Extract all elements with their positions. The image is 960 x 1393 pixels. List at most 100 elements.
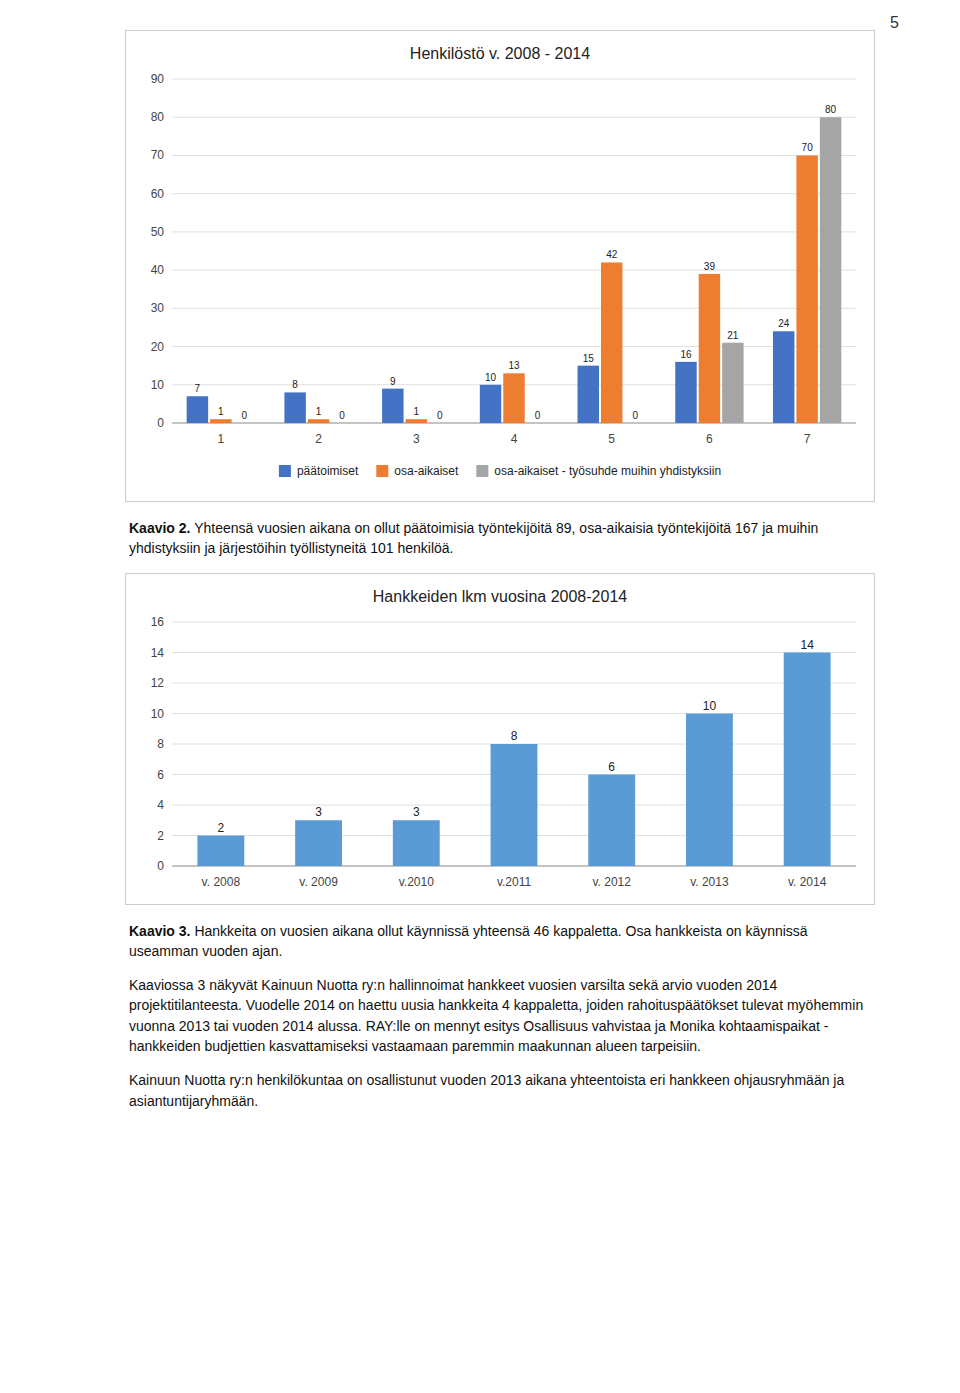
x-tick-label: v. 2009 <box>299 875 338 889</box>
x-tick-label: 3 <box>413 432 420 446</box>
data-label: 21 <box>727 330 739 341</box>
legend-swatch <box>279 465 291 477</box>
data-label: 24 <box>778 318 790 329</box>
chart: Henkilöstö v. 2008 - 2014010203040506070… <box>126 31 874 501</box>
x-tick-label: v.2010 <box>399 875 434 889</box>
data-label: 8 <box>511 729 518 743</box>
x-tick-label: 5 <box>608 432 615 446</box>
grid-line <box>172 231 856 232</box>
data-label: 0 <box>437 410 443 421</box>
data-label: 80 <box>825 104 837 115</box>
bar <box>624 423 645 424</box>
y-tick-label: 10 <box>151 706 165 720</box>
y-tick-label: 12 <box>151 676 165 690</box>
data-labels: 233861014 <box>218 637 815 834</box>
bar <box>187 396 208 423</box>
bar <box>578 366 599 423</box>
y-tick-label: 10 <box>151 378 165 392</box>
data-label: 1 <box>218 406 224 417</box>
bars <box>197 652 830 866</box>
chart-title: Henkilöstö v. 2008 - 2014 <box>410 45 590 62</box>
paragraph: Kaavio 2. Yhteensä vuosien aikana on oll… <box>129 518 871 559</box>
y-tick-label: 4 <box>157 798 164 812</box>
bar <box>295 820 342 866</box>
x-tick-label: 2 <box>315 432 322 446</box>
bar <box>773 331 794 423</box>
data-label: 16 <box>680 349 692 360</box>
y-tick-label: 6 <box>157 767 164 781</box>
bar <box>234 423 255 424</box>
data-label: 9 <box>390 376 396 387</box>
y-tick-label: 2 <box>157 828 164 842</box>
data-label: 39 <box>704 261 716 272</box>
y-tick-label: 8 <box>157 737 164 751</box>
data-label: 6 <box>608 759 615 773</box>
bar <box>675 362 696 423</box>
bar <box>503 373 524 423</box>
bar <box>686 713 733 866</box>
data-label: 0 <box>339 410 345 421</box>
grid-line <box>172 308 856 309</box>
data-label: 3 <box>315 805 322 819</box>
legend-label: osa-aikaiset - työsuhde muihin yhdistyks… <box>494 464 721 478</box>
chart-box: Hankkeiden lkm vuosina 2008-201402468101… <box>125 573 875 905</box>
paragraph: Kainuun Nuotta ry:n henkilökuntaa on osa… <box>129 1070 871 1111</box>
bar <box>308 419 329 423</box>
grid-line <box>172 155 856 156</box>
y-tick-label: 14 <box>151 645 165 659</box>
data-label: 0 <box>242 410 248 421</box>
legend-swatch <box>476 465 488 477</box>
x-tick-label: 4 <box>511 432 518 446</box>
paragraph: Kaaviossa 3 näkyvät Kainuun Nuotta ry:n … <box>129 975 871 1056</box>
chart: Hankkeiden lkm vuosina 2008-201402468101… <box>126 574 874 904</box>
legend-item: päätoimiset <box>279 464 359 478</box>
paragraph-text: Kainuun Nuotta ry:n henkilökuntaa on osa… <box>129 1072 844 1108</box>
y-tick-label: 16 <box>151 615 165 629</box>
x-tick-label: 7 <box>804 432 811 446</box>
grid-line <box>172 117 856 118</box>
data-label: 7 <box>195 383 201 394</box>
bar <box>331 423 352 424</box>
page-column: Henkilöstö v. 2008 - 2014010203040506070… <box>125 30 875 1125</box>
data-label: 1 <box>414 406 420 417</box>
bar <box>722 343 743 423</box>
data-label: 2 <box>218 820 225 834</box>
bar <box>406 419 427 423</box>
data-label: 42 <box>606 249 618 260</box>
y-tick-label: 30 <box>151 301 165 315</box>
y-tick-label: 0 <box>157 859 164 873</box>
data-label: 0 <box>535 410 541 421</box>
bar <box>699 274 720 423</box>
data-label: 1 <box>316 406 322 417</box>
bar <box>429 423 450 424</box>
bars <box>187 117 842 423</box>
legend: päätoimiset osa-aikaiset osa-aikaiset - ty… <box>279 464 721 478</box>
bar <box>491 744 538 866</box>
x-tick-label: 1 <box>218 432 225 446</box>
bar <box>284 392 305 423</box>
data-label: 13 <box>508 360 520 371</box>
data-label: 3 <box>413 805 420 819</box>
grid-line <box>172 79 856 80</box>
bar <box>796 155 817 423</box>
bar <box>210 419 231 423</box>
bar <box>784 652 831 866</box>
x-tick-label: v. 2013 <box>690 875 729 889</box>
bar <box>382 389 403 423</box>
bar <box>527 423 548 424</box>
chart-box: Henkilöstö v. 2008 - 2014010203040506070… <box>125 30 875 502</box>
legend-item: osa-aikaiset <box>376 464 459 478</box>
paragraph-text: Kaaviossa 3 näkyvät Kainuun Nuotta ry:n … <box>129 977 863 1054</box>
bar <box>480 385 501 423</box>
legend-label: osa-aikaiset <box>394 464 459 478</box>
x-tick-label: v. 2014 <box>788 875 827 889</box>
y-tick-label: 20 <box>151 340 165 354</box>
grid-line <box>172 713 856 714</box>
y-tick-label: 90 <box>151 72 165 86</box>
data-label: 10 <box>485 372 497 383</box>
grid-line <box>172 346 856 347</box>
grid-line <box>172 682 856 683</box>
data-labels: 7891015162411113423970000002180 <box>195 104 837 421</box>
bar <box>588 774 635 866</box>
data-label: 15 <box>583 353 595 364</box>
